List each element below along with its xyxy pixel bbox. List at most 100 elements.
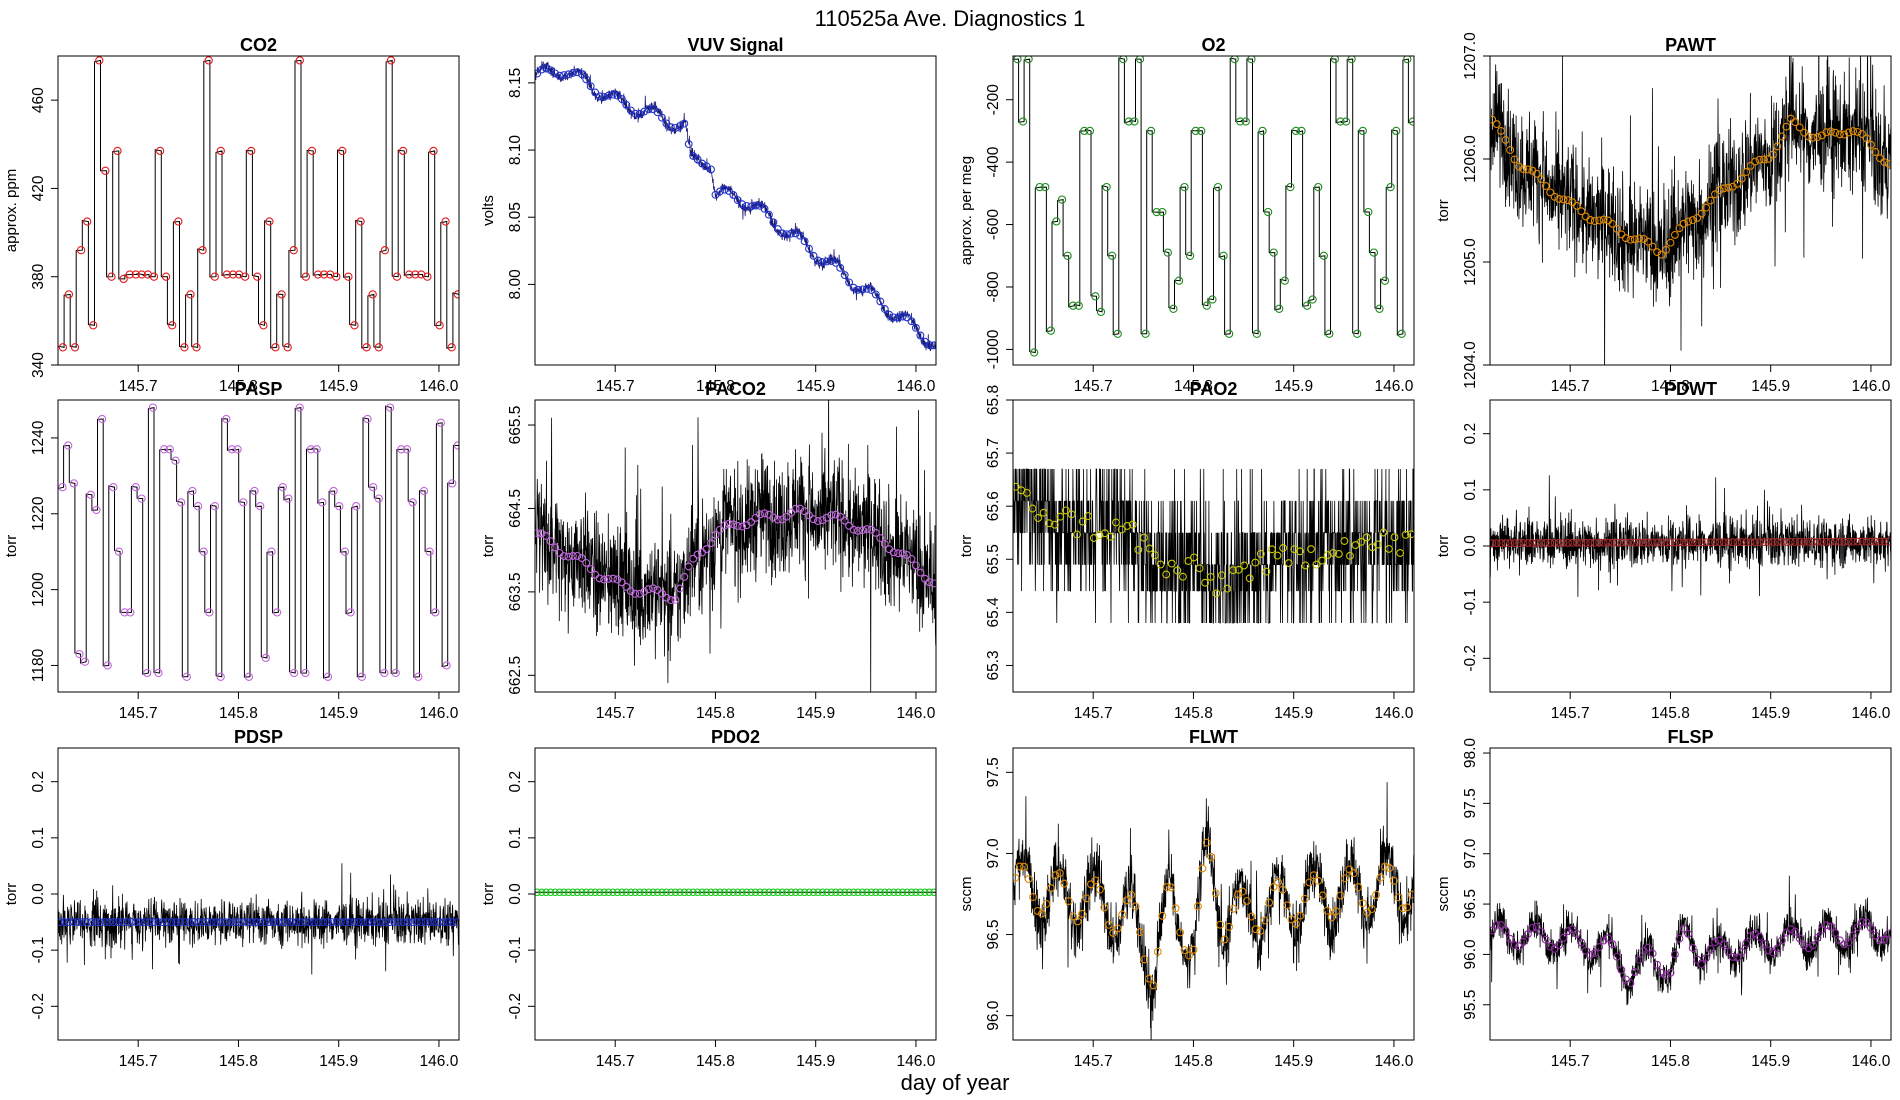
data-point — [1760, 155, 1768, 164]
data-point — [75, 649, 84, 659]
data-point — [551, 69, 560, 78]
data-point — [1230, 56, 1239, 64]
data-point — [137, 270, 146, 279]
data-point — [408, 498, 417, 507]
data-point — [1835, 537, 1844, 546]
plot-area-pawt — [1490, 56, 1891, 365]
data-point — [1073, 530, 1081, 539]
y-tick-label: 8.15 — [507, 68, 524, 98]
data-point — [1506, 934, 1515, 943]
data-point — [1679, 538, 1688, 547]
data-point — [216, 918, 225, 927]
data-point — [555, 71, 564, 80]
data-point — [1590, 949, 1599, 958]
plot-frame-pawt — [1489, 55, 1892, 366]
data-point — [1760, 939, 1768, 948]
y-tick-label: 665.5 — [507, 406, 524, 445]
data-point — [760, 509, 769, 518]
data-point — [916, 568, 925, 577]
x-tick-label: 146.0 — [1375, 1053, 1414, 1070]
data-point — [1715, 936, 1724, 945]
y-tick-label: 0.0 — [30, 883, 47, 905]
data-point — [1240, 561, 1249, 570]
data-point — [1858, 537, 1866, 546]
data-point — [684, 562, 693, 571]
data-point — [618, 888, 626, 897]
data-point — [1219, 251, 1228, 260]
data-point — [1381, 862, 1389, 871]
data-point — [1746, 538, 1755, 547]
data-point — [1653, 960, 1662, 969]
data-point — [1742, 538, 1751, 547]
data-point — [698, 159, 707, 168]
panel-title-o2: O2 — [1201, 35, 1225, 55]
data-point — [693, 888, 702, 897]
data-point — [1390, 533, 1399, 542]
data-point — [279, 918, 287, 927]
data-point — [1577, 938, 1586, 947]
series-line-o2 — [1013, 57, 1414, 354]
data-point — [849, 283, 858, 292]
panel-title-pao2: PAO2 — [1190, 379, 1238, 399]
data-point — [1061, 506, 1070, 515]
data-point — [863, 888, 871, 897]
data-point — [1586, 216, 1595, 224]
data-point — [555, 888, 564, 897]
data-point — [1490, 115, 1497, 124]
data-point — [738, 888, 746, 897]
data-point — [148, 403, 158, 412]
x-tick-label: 146.0 — [897, 1053, 936, 1070]
data-point — [1113, 924, 1122, 933]
y-tick-label: -0.2 — [30, 993, 47, 1020]
data-point — [1688, 216, 1697, 225]
data-point — [1229, 904, 1238, 913]
data-point — [1840, 940, 1849, 949]
data-point — [1238, 887, 1247, 896]
data-point — [1273, 551, 1282, 560]
data-point — [198, 918, 207, 927]
data-point — [823, 888, 831, 897]
data-point — [635, 589, 644, 598]
data-point — [711, 530, 720, 539]
data-point — [894, 888, 902, 897]
data-point — [1190, 553, 1198, 562]
data-point — [1015, 862, 1024, 871]
data-point — [359, 918, 368, 927]
panel-title-pdo2: PDO2 — [711, 727, 760, 747]
data-point — [756, 510, 764, 519]
data-point — [313, 270, 323, 279]
data-point — [1280, 276, 1289, 285]
data-point — [631, 888, 639, 897]
data-point — [1492, 120, 1501, 129]
data-point — [70, 343, 80, 352]
data-point — [86, 490, 95, 499]
data-point — [1020, 862, 1029, 871]
data-point — [256, 918, 265, 927]
data-point — [1497, 126, 1506, 135]
data-point — [1662, 971, 1670, 980]
data-point — [1853, 537, 1862, 546]
data-point — [1577, 538, 1586, 547]
data-point — [1362, 533, 1371, 542]
data-point — [155, 146, 165, 156]
data-point — [929, 341, 936, 350]
plot-frame-co2 — [57, 55, 460, 366]
data-point — [747, 518, 756, 527]
data-point — [369, 483, 378, 492]
data-point — [312, 445, 321, 454]
data-point — [277, 290, 286, 299]
data-point — [1354, 883, 1363, 892]
data-point — [791, 504, 800, 513]
data-point — [1537, 539, 1546, 547]
y-axis-label-pawt: torr — [1435, 199, 1452, 222]
data-point — [185, 918, 194, 927]
data-point — [1782, 537, 1791, 546]
panel-title-pawt: PAWT — [1665, 35, 1716, 55]
y-tick-label: 65.6 — [985, 491, 1002, 521]
data-point — [1117, 525, 1126, 534]
data-point — [69, 918, 78, 927]
data-point — [323, 672, 333, 681]
data-point — [1702, 538, 1711, 547]
plot-area-co2 — [58, 56, 459, 352]
data-point — [1595, 538, 1604, 547]
